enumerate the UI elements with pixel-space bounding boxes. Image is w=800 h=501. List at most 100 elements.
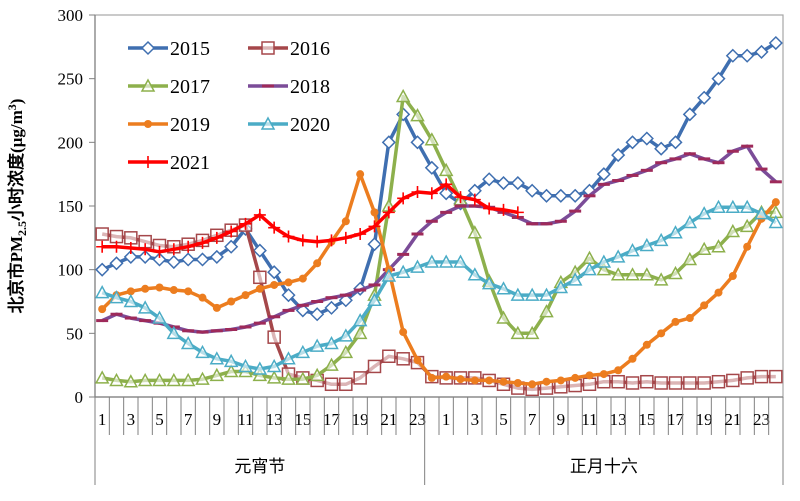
diamond-marker — [166, 254, 181, 270]
triangle-marker — [123, 293, 139, 308]
legend-item-2021: 2021 — [128, 152, 210, 174]
triangle-marker — [582, 250, 597, 264]
triangle-marker — [625, 267, 640, 281]
x-tick-label: 17 — [667, 410, 685, 429]
triangle-marker — [94, 285, 110, 299]
plus-marker — [124, 242, 137, 255]
triangle-marker — [510, 325, 526, 340]
diamond-marker — [668, 135, 683, 150]
circle-marker — [671, 317, 680, 326]
triangle-marker — [381, 268, 397, 282]
circle-marker — [771, 198, 780, 207]
plus-marker — [468, 193, 481, 206]
triangle-marker — [596, 262, 612, 276]
diamond-marker — [152, 252, 167, 267]
circle-marker — [456, 375, 465, 384]
x-tick-label: 13 — [266, 410, 283, 429]
circle-marker — [685, 314, 694, 323]
circle-marker — [499, 377, 508, 386]
y-tick-label: 50 — [66, 324, 83, 343]
diamond-marker — [725, 48, 740, 63]
x-tick-label: 5 — [499, 410, 508, 429]
circle-marker — [427, 373, 436, 382]
legend-item-2016: 2016 — [248, 38, 330, 60]
triangle-marker — [123, 374, 139, 388]
triangle-marker — [324, 335, 339, 350]
diamond-marker — [267, 265, 282, 280]
circle-marker — [413, 356, 422, 365]
triangle-marker — [180, 372, 196, 387]
diamond-marker — [539, 188, 554, 203]
diamond-marker — [410, 135, 425, 150]
diamond-marker — [424, 160, 439, 175]
triangle-marker — [140, 78, 156, 92]
diamond-marker — [496, 176, 511, 191]
x-tick-label: 11 — [237, 410, 253, 429]
square-marker — [740, 371, 754, 385]
triangle-marker — [453, 254, 468, 268]
circle-marker — [144, 120, 152, 128]
y-tick-label: 200 — [58, 133, 84, 152]
plus-marker — [425, 187, 438, 200]
circle-marker — [556, 376, 565, 385]
y-tick-label: 250 — [58, 70, 84, 89]
circle-marker — [442, 372, 451, 381]
diamond-marker — [740, 48, 755, 63]
triangle-marker — [266, 370, 282, 384]
y-tick-label: 150 — [58, 197, 84, 216]
diamond-marker — [654, 141, 669, 156]
triangle-marker — [295, 371, 311, 385]
plus-marker — [96, 240, 109, 253]
diamond-marker — [310, 307, 325, 322]
x-tick-label: 17 — [323, 410, 341, 429]
triangle-marker — [238, 358, 253, 373]
circle-marker — [284, 278, 293, 287]
diamond-marker — [195, 252, 210, 267]
triangle-marker — [668, 225, 683, 239]
triangle-marker — [768, 214, 784, 229]
triangle-marker — [195, 371, 210, 385]
plus-marker — [296, 234, 309, 247]
plus-marker — [325, 234, 338, 247]
triangle-marker — [395, 264, 411, 278]
plus-marker — [225, 225, 238, 238]
circle-marker — [98, 305, 107, 314]
triangle-marker — [711, 199, 726, 214]
diamond-marker — [525, 183, 540, 198]
triangle-marker — [739, 199, 755, 214]
circle-marker — [528, 380, 537, 389]
triangle-marker — [252, 367, 268, 382]
triangle-marker — [668, 265, 683, 280]
x-tick-label: 19 — [696, 410, 713, 429]
plus-marker — [411, 185, 424, 198]
circle-marker — [714, 288, 723, 297]
triangle-marker — [137, 300, 153, 314]
series-2019 — [98, 170, 780, 389]
square-marker — [396, 352, 410, 366]
triangle-marker — [209, 351, 225, 365]
square-marker — [726, 373, 740, 388]
legend-item-2015: 2015 — [128, 38, 210, 60]
legend: 2015 2016 2017 2018 2019 2020 2021 — [128, 38, 330, 174]
plus-marker — [311, 235, 324, 248]
circle-marker — [241, 291, 250, 300]
x-tick-label: 9 — [213, 410, 222, 429]
circle-marker — [399, 328, 408, 337]
circle-marker — [700, 301, 709, 310]
plus-marker — [497, 203, 510, 216]
legend-label: 2015 — [170, 38, 210, 60]
series-layer — [94, 35, 784, 397]
square-marker — [267, 330, 281, 344]
circle-marker — [270, 280, 279, 289]
legend-label: 2018 — [290, 76, 330, 98]
legend-label: 2016 — [290, 38, 330, 60]
square-marker — [654, 376, 668, 390]
triangle-marker — [166, 372, 182, 387]
x-tick-label: 3 — [471, 410, 480, 429]
circle-marker — [599, 370, 608, 379]
triangle-marker — [725, 199, 741, 214]
x-tick-label: 1 — [442, 410, 451, 429]
plus-marker — [354, 228, 367, 241]
legend-item-2017: 2017 — [128, 76, 210, 98]
